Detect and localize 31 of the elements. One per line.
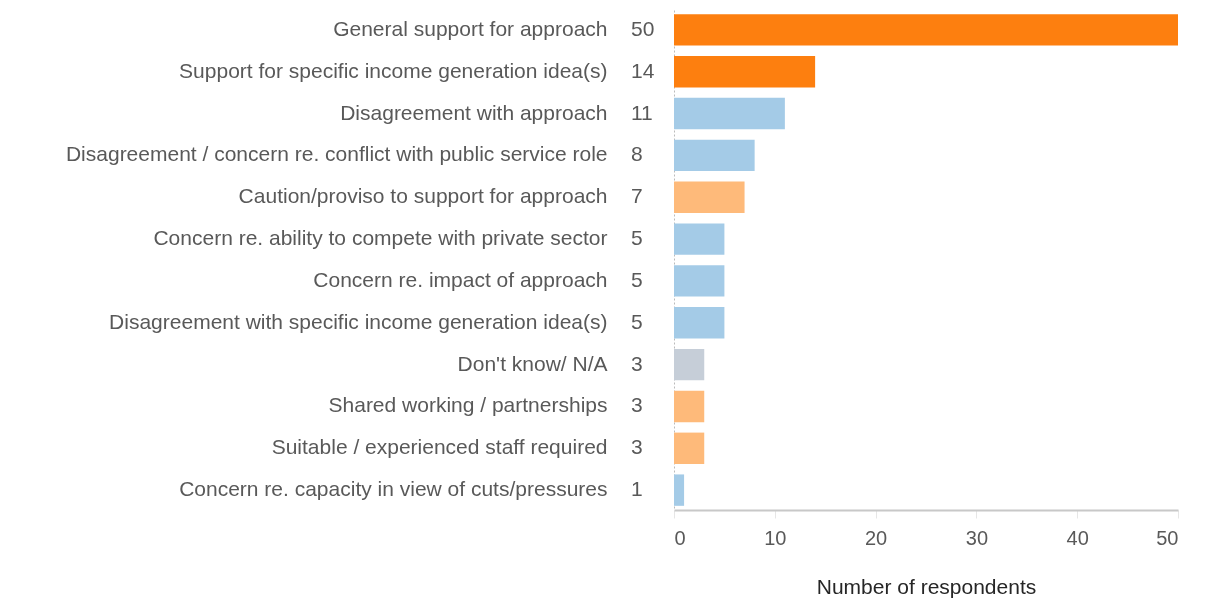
- y-tick-label: Support for specific income generation idea(s): [179, 58, 608, 82]
- y-tick-label: Concern re. impact of approach: [313, 267, 608, 291]
- x-tick-label: 20: [864, 526, 888, 549]
- data-label: 8: [631, 142, 643, 166]
- data-label: 5: [631, 226, 643, 250]
- y-tick-label: Suitable / experienced staff required: [271, 435, 608, 459]
- y-tick-label: Concern re. capacity in view of cuts/pressures: [179, 477, 608, 501]
- y-tick-label: Shared working / partnerships: [328, 393, 608, 417]
- y-tick-label: Disagreement with approach: [340, 100, 608, 124]
- y-tick-label: Don't know/ N/A: [457, 351, 608, 375]
- x-tick-label: 10: [764, 526, 787, 549]
- data-label: 5: [631, 309, 643, 333]
- data-label: 7: [631, 184, 643, 208]
- x-axis-title: Number of respondents: [816, 574, 1037, 598]
- y-tick-label: Disagreement with specific income generation idea(s): [109, 309, 608, 333]
- x-tick-label: 0: [674, 526, 686, 549]
- x-tick-label: 50: [1156, 526, 1179, 549]
- data-label: 11: [631, 100, 653, 124]
- y-tick-label: Disagreement / concern re. conflict with public service role: [65, 142, 608, 166]
- x-tick-label: 40: [1066, 526, 1089, 549]
- y-tick-label: General support for approach: [333, 16, 608, 40]
- y-tick-label: Caution/proviso to support for approach: [238, 184, 608, 208]
- data-label: 3: [631, 351, 643, 375]
- data-label: 5: [631, 267, 643, 291]
- data-label: 14: [631, 58, 655, 82]
- x-tick-label: 30: [965, 526, 989, 549]
- data-label: 1: [631, 477, 643, 501]
- data-label: 3: [631, 393, 643, 417]
- data-label: 50: [631, 16, 655, 40]
- data-label: 3: [631, 435, 643, 459]
- y-tick-label: Concern re. ability to compete with private sector: [153, 226, 608, 250]
